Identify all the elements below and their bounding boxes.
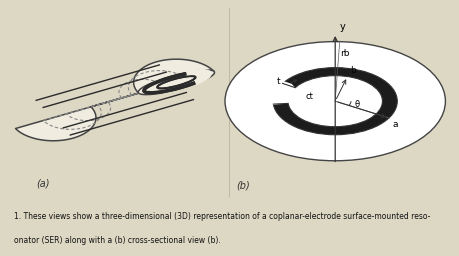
Text: 1. These views show a three-dimensional (3D) representation of a coplanar-electr: 1. These views show a three-dimensional … <box>14 212 430 221</box>
Text: (b): (b) <box>236 181 250 191</box>
Ellipse shape <box>138 70 214 95</box>
Text: a: a <box>392 120 398 129</box>
Circle shape <box>288 76 382 127</box>
Circle shape <box>273 68 397 135</box>
Text: b: b <box>350 66 355 75</box>
Text: rb: rb <box>341 49 350 58</box>
Text: t: t <box>276 77 280 86</box>
Text: (a): (a) <box>36 178 50 188</box>
Text: ct: ct <box>306 92 314 101</box>
Text: onator (SER) along with a (b) cross-sectional view (b).: onator (SER) along with a (b) cross-sect… <box>14 236 220 244</box>
Polygon shape <box>16 59 214 141</box>
Text: θ: θ <box>354 100 359 109</box>
Text: y: y <box>340 22 346 32</box>
Circle shape <box>225 41 445 161</box>
